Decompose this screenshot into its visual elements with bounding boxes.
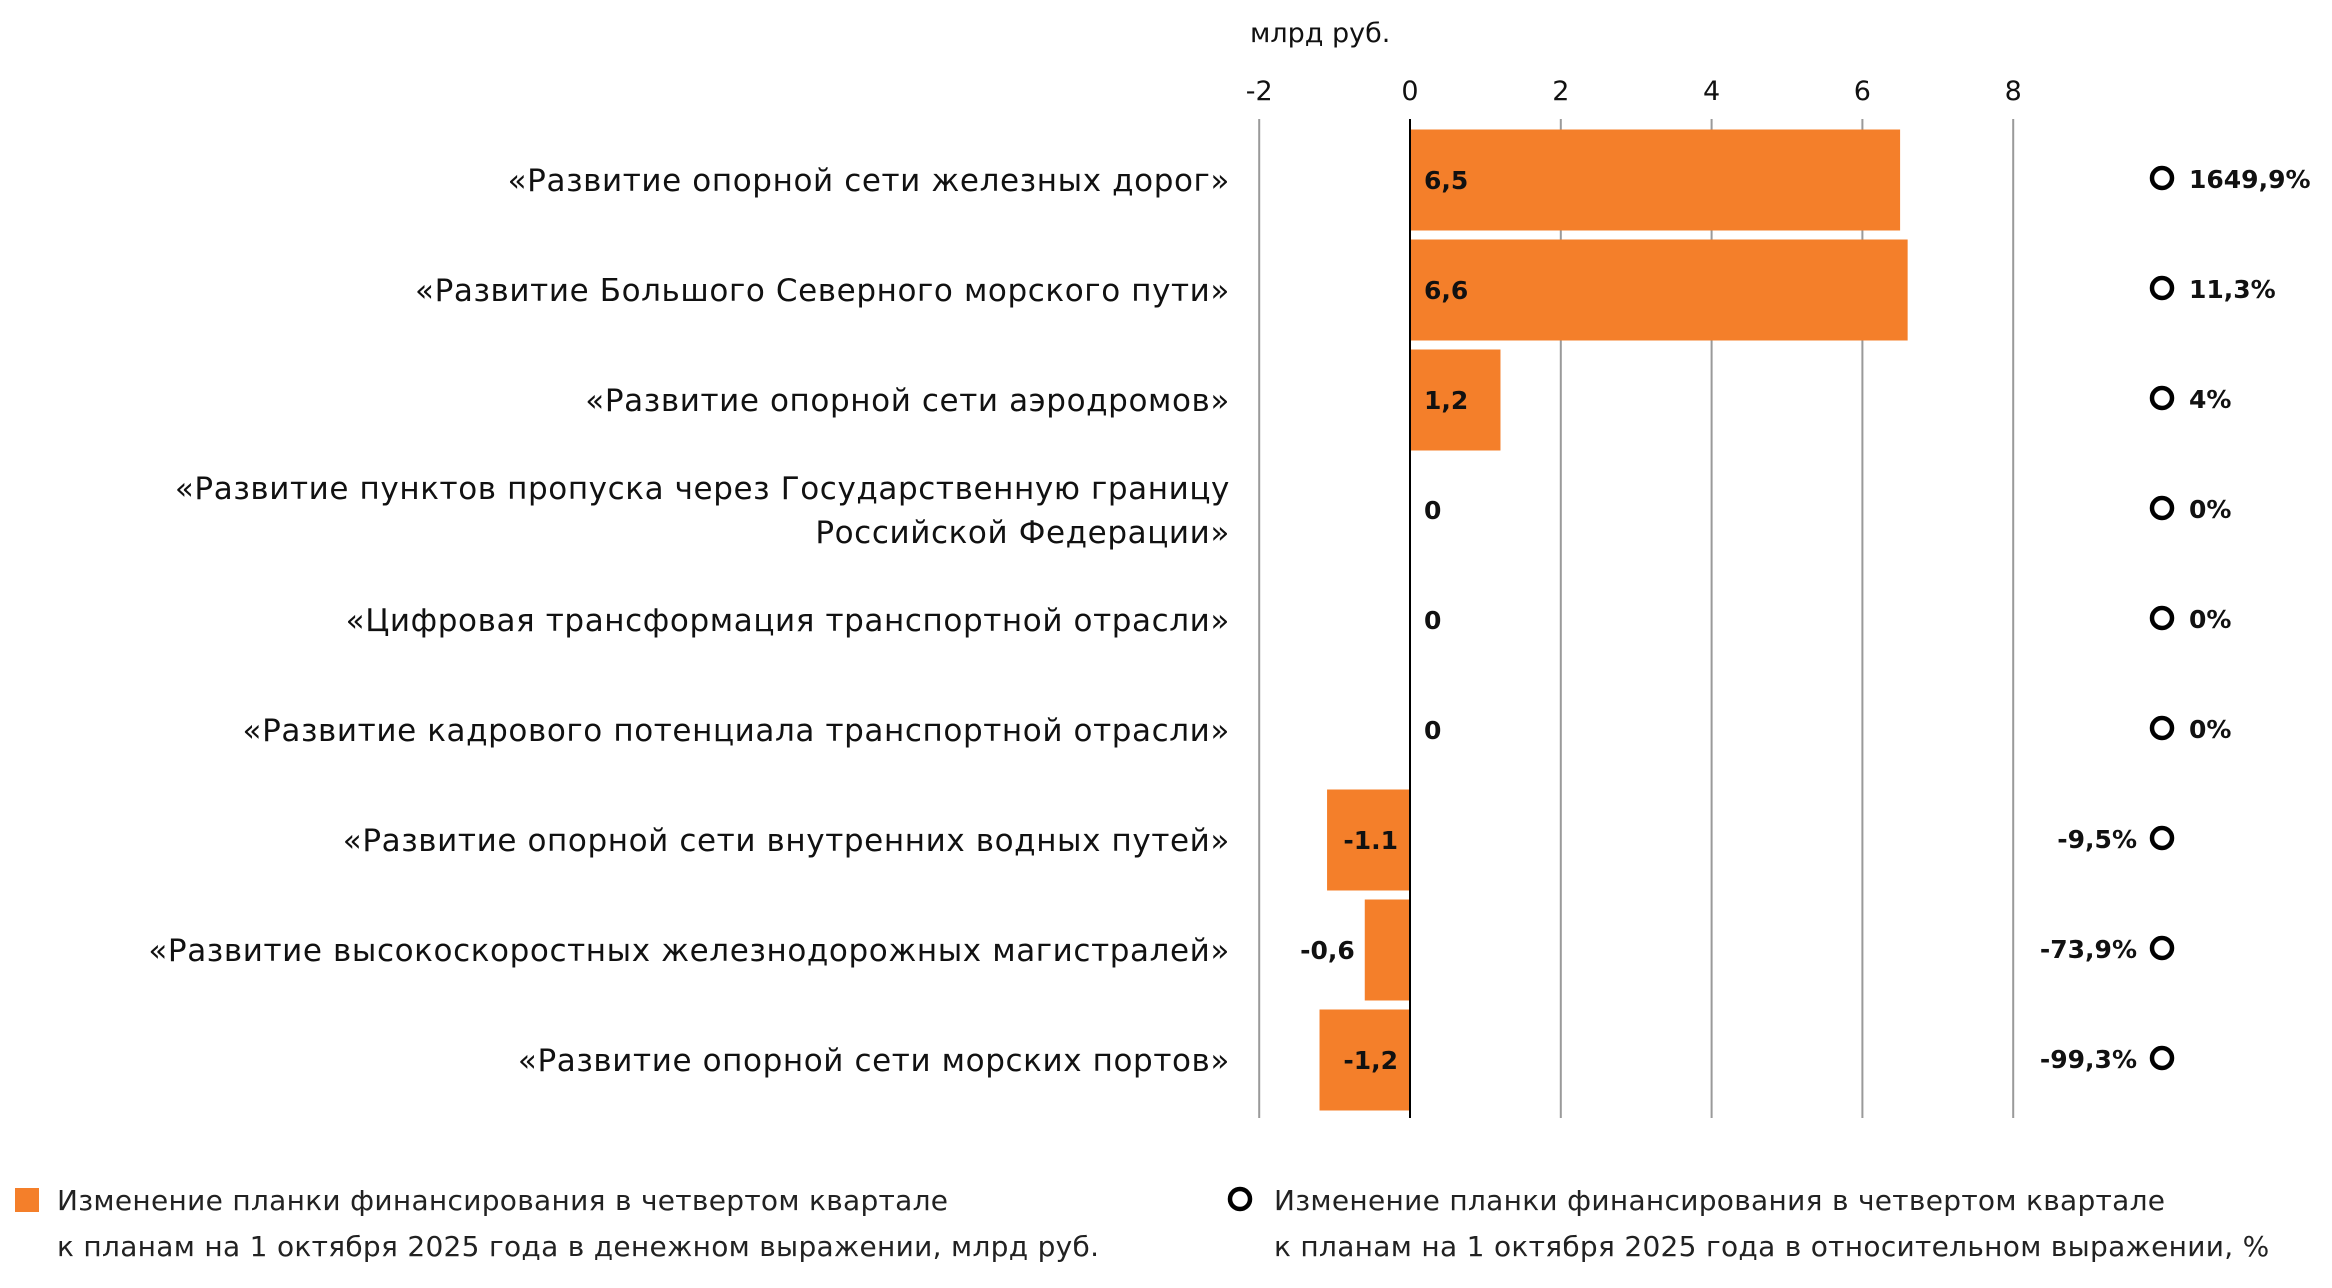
percent-label: -9,5% bbox=[2057, 825, 2137, 854]
legend: Изменение планки финансирования в четвер… bbox=[15, 1184, 2270, 1263]
x-tick-label: 2 bbox=[1552, 76, 1569, 107]
bar-value-label: 6,5 bbox=[1424, 166, 1468, 195]
legend-circle-marker bbox=[1227, 1186, 1253, 1212]
bar-value-label: 6,6 bbox=[1424, 276, 1468, 305]
legend-2-line-1: Изменение планки финансирования в четвер… bbox=[1274, 1184, 2165, 1217]
category-label: «Развитие опорной сети железных дорог» bbox=[508, 163, 1230, 199]
x-tick-label: 0 bbox=[1401, 76, 1418, 107]
bar bbox=[1410, 129, 1901, 231]
category-label: «Развитие Большого Северного морского пу… bbox=[415, 273, 1230, 309]
bars bbox=[1319, 129, 1908, 1111]
legend-1-line-2: к планам на 1 октября 2025 года в денежн… bbox=[57, 1230, 1099, 1263]
bar bbox=[1319, 1009, 1410, 1111]
x-tick-label: -2 bbox=[1246, 76, 1273, 107]
percent-markers: 1649,9% 11,3% 4% 0% 0% 0% -9,5% -73,9% -99,3% bbox=[2040, 165, 2311, 1074]
percent-label: 0% bbox=[2189, 715, 2231, 744]
x-tick-label: 8 bbox=[2005, 76, 2022, 107]
percent-circle-marker bbox=[2149, 715, 2175, 741]
x-tick-labels: -2 0 2 4 6 8 bbox=[1246, 76, 2022, 107]
bar-value-label: -0,6 bbox=[1300, 936, 1355, 965]
percent-circle-marker bbox=[2149, 825, 2175, 851]
percent-label: 11,3% bbox=[2189, 275, 2276, 304]
percent-circle-marker bbox=[2149, 275, 2175, 301]
percent-circle-marker bbox=[2149, 385, 2175, 411]
bar-value-label: -1.1 bbox=[1343, 826, 1398, 855]
percent-label: -99,3% bbox=[2040, 1045, 2137, 1074]
axis-unit-label: млрд руб. bbox=[1250, 18, 1390, 49]
percent-label: -73,9% bbox=[2040, 935, 2137, 964]
percent-circle-marker bbox=[2149, 935, 2175, 961]
category-label: «Развитие опорной сети морских портов» bbox=[518, 1043, 1230, 1079]
percent-label: 0% bbox=[2189, 495, 2231, 524]
legend-square-marker bbox=[15, 1188, 39, 1212]
category-label: «Развитие высокоскоростных железнодорожн… bbox=[148, 933, 1230, 969]
bar-value-label: 0 bbox=[1424, 606, 1441, 635]
bar bbox=[1410, 239, 1908, 341]
percent-circle-marker bbox=[2149, 1045, 2175, 1071]
percent-label: 4% bbox=[2189, 385, 2231, 414]
bar bbox=[1364, 899, 1410, 1001]
category-label: «Цифровая трансформация транспортной отр… bbox=[346, 603, 1230, 639]
percent-label: 1649,9% bbox=[2189, 165, 2311, 194]
category-label: «Развитие опорной сети внутренних водных… bbox=[343, 823, 1230, 859]
percent-circle-marker bbox=[2149, 165, 2175, 191]
value-labels: 6,5 6,6 1,2 0 0 0 -1.1 -0,6 -1,2 bbox=[1300, 166, 1468, 1075]
bar-value-label: 1,2 bbox=[1424, 386, 1468, 415]
bar-value-label: 0 bbox=[1424, 716, 1441, 745]
bar-value-label: 0 bbox=[1424, 496, 1441, 525]
category-label: «Развитие пунктов пропуска через Государ… bbox=[175, 471, 1230, 551]
x-tick-label: 6 bbox=[1854, 76, 1871, 107]
percent-circle-marker bbox=[2149, 605, 2175, 631]
x-tick-label: 4 bbox=[1703, 76, 1720, 107]
bar bbox=[1410, 349, 1501, 451]
legend-1-line-1: Изменение планки финансирования в четвер… bbox=[57, 1184, 948, 1217]
category-labels: «Развитие опорной сети железных дорог» «Р… bbox=[148, 163, 1231, 1079]
legend-2-line-2: к планам на 1 октября 2025 года в относи… bbox=[1274, 1230, 2270, 1263]
percent-label: 0% bbox=[2189, 605, 2231, 634]
bar bbox=[1327, 789, 1410, 891]
percent-circle-marker bbox=[2149, 495, 2175, 521]
bar-value-label: -1,2 bbox=[1343, 1046, 1398, 1075]
category-label: «Развитие опорной сети аэродромов» bbox=[585, 383, 1230, 419]
category-label: «Развитие кадрового потенциала транспорт… bbox=[243, 713, 1231, 749]
